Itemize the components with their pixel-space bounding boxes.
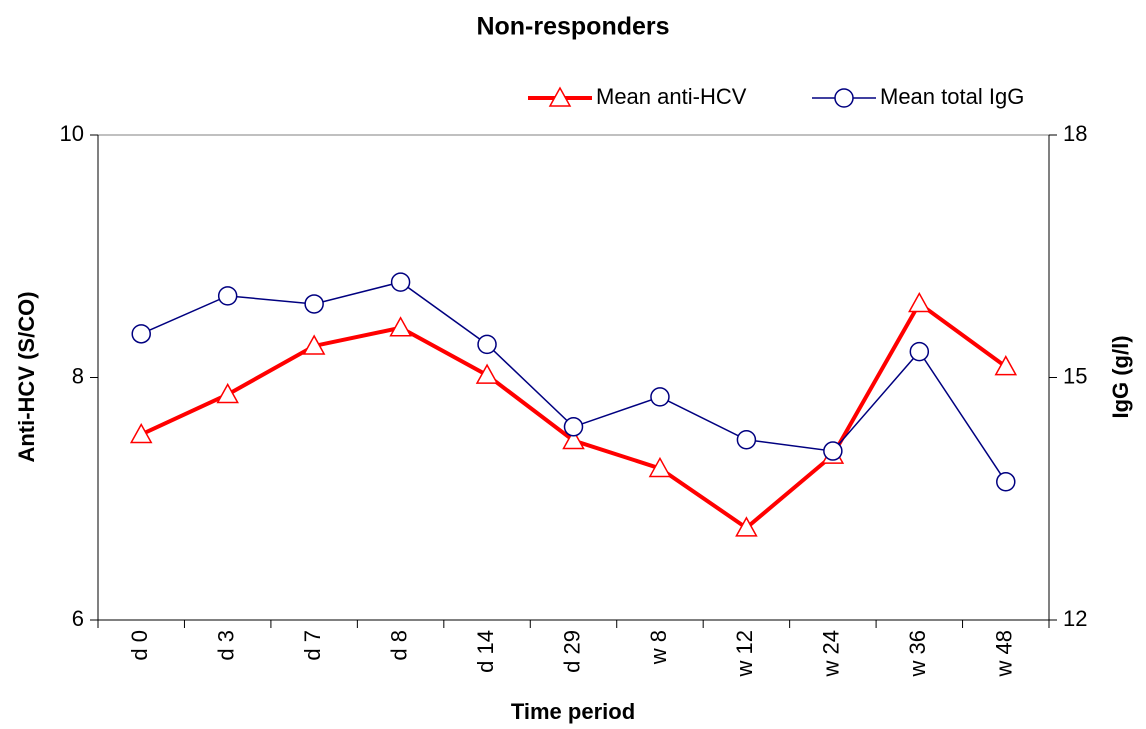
data-point [996, 472, 1016, 492]
y-tick-label: 10 [60, 121, 84, 146]
legend-label: Mean total IgG [880, 84, 1024, 109]
data-point [823, 441, 843, 461]
y2-tick-label: 12 [1063, 606, 1087, 631]
legend-label: Mean anti-HCV [596, 84, 747, 109]
x-tick-label: d 14 [473, 630, 498, 673]
data-point [650, 387, 670, 407]
data-point [562, 429, 585, 450]
x-tick-label: d 7 [300, 630, 325, 661]
data-point [389, 316, 412, 337]
data-point [129, 422, 153, 444]
data-point [475, 363, 499, 384]
data-point [735, 516, 758, 537]
y-axis-label: Anti-HCV (S/CO) [14, 291, 39, 462]
x-tick-label: d 29 [559, 630, 584, 673]
y2-tick-label: 15 [1063, 363, 1087, 388]
x-tick-label: w 48 [992, 630, 1017, 677]
data-point [217, 286, 238, 306]
legend-marker [834, 88, 854, 108]
data-point [477, 334, 497, 355]
y-tick-label: 6 [72, 606, 84, 631]
legend-marker [548, 86, 572, 107]
x-tick-label: w 8 [646, 630, 671, 665]
plot-frame [97, 134, 1050, 621]
x-tick-label: d 3 [213, 630, 238, 661]
data-point [908, 291, 931, 313]
series-line [140, 300, 1007, 531]
data-point [648, 456, 672, 478]
data-point [302, 334, 326, 355]
data-point [216, 382, 239, 404]
x-tick-label: d 0 [127, 630, 152, 661]
x-tick-label: d 8 [386, 630, 411, 661]
y-tick-label: 8 [72, 363, 84, 388]
data-point [563, 417, 584, 437]
data-point [390, 272, 411, 292]
data-point [909, 341, 930, 362]
x-tick-label: w 36 [905, 630, 930, 677]
x-tick-label: w 12 [732, 630, 757, 677]
y2-axis-label: IgG (g/l) [1108, 335, 1133, 418]
data-point [131, 324, 151, 344]
chart-title: Non-responders [476, 13, 669, 41]
data-point [994, 355, 1018, 376]
data-point [736, 429, 757, 450]
y2-tick-label: 18 [1063, 121, 1087, 146]
data-point [304, 294, 324, 314]
x-axis-label: Time period [511, 699, 635, 724]
x-tick-label: w 24 [819, 630, 844, 677]
